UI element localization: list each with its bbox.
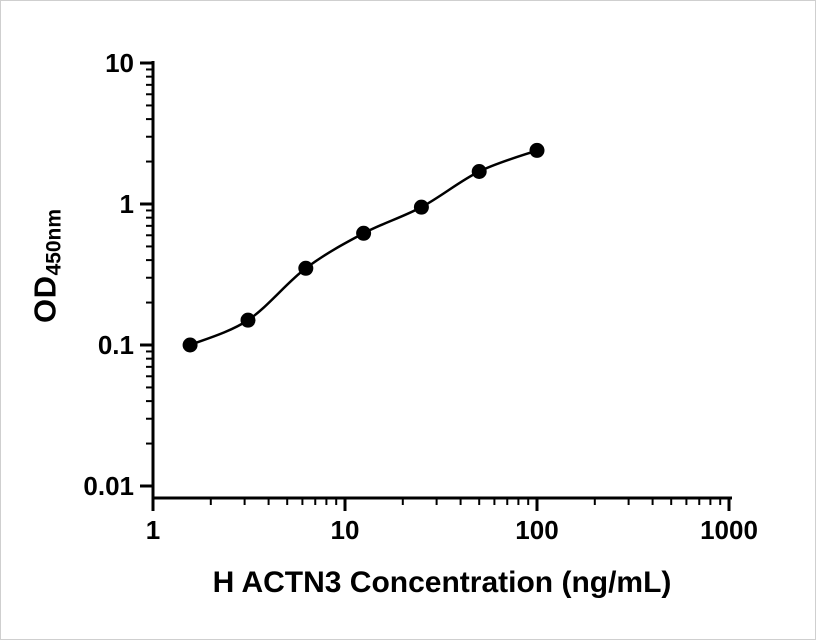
y-axis-label: OD450nm — [28, 209, 67, 323]
data-point — [356, 225, 372, 241]
x-tick-label: 100 — [515, 515, 558, 545]
x-tick-label: 10 — [331, 515, 360, 545]
y-axis-label-subscript: 450nm — [42, 208, 66, 276]
data-point — [298, 260, 314, 276]
x-axis-label: H ACTN3 Concentration (ng/mL) — [212, 566, 672, 599]
y-tick-label: 0.1 — [98, 330, 134, 360]
y-tick-label: 10 — [105, 48, 134, 78]
y-tick-label: 0.01 — [83, 471, 134, 501]
data-point — [182, 337, 198, 353]
data-point — [529, 142, 545, 158]
y-axis-label-main: OD — [27, 275, 63, 324]
data-point — [471, 164, 487, 180]
x-tick-label: 1000 — [700, 515, 758, 545]
y-tick-label: 1 — [120, 189, 134, 219]
x-tick-label: 1 — [146, 515, 160, 545]
data-point — [240, 312, 256, 328]
data-point — [413, 199, 429, 215]
